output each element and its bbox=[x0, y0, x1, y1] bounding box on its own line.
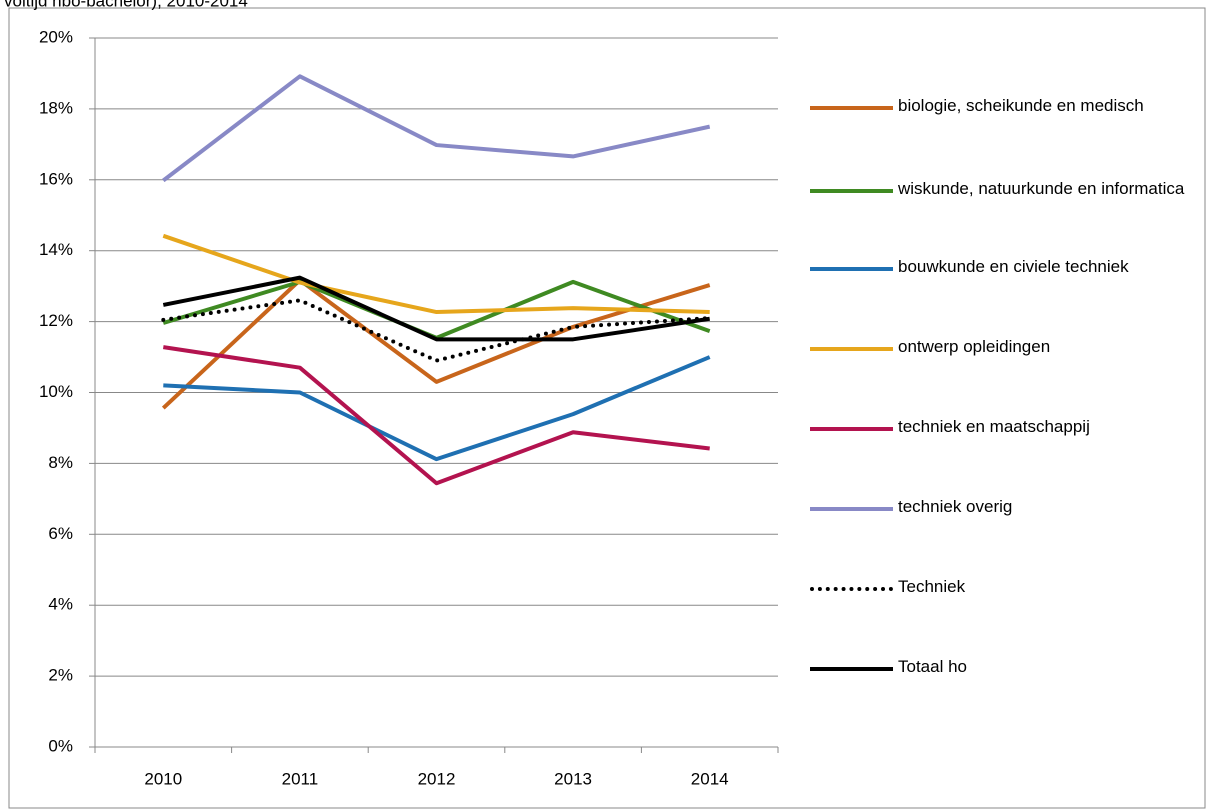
legend-swatch bbox=[810, 427, 893, 431]
x-tick-label: 2010 bbox=[144, 769, 182, 788]
y-tick-label: 8% bbox=[48, 453, 73, 472]
legend-item: biologie, scheikunde en medisch bbox=[810, 95, 1188, 121]
legend-swatch bbox=[810, 106, 893, 110]
series-line bbox=[161, 298, 712, 363]
y-tick-label: 4% bbox=[48, 595, 73, 614]
y-tick-label: 0% bbox=[48, 736, 73, 755]
y-tick-label: 14% bbox=[39, 240, 73, 259]
legend-swatch bbox=[810, 667, 893, 671]
y-tick-label: 18% bbox=[39, 98, 73, 117]
legend-label: ontwerp opleidingen bbox=[898, 337, 1051, 356]
legend-label: Totaal ho bbox=[898, 657, 967, 676]
y-tick-label: 2% bbox=[48, 666, 73, 685]
chart-title: voltijd hbo-bachelor), 2010-2014 bbox=[4, 0, 248, 10]
y-tick-label: 20% bbox=[39, 27, 73, 46]
legend-label: techniek en maatschappij bbox=[898, 417, 1090, 436]
x-tick-label: 2011 bbox=[282, 769, 319, 788]
legend-swatch bbox=[810, 587, 893, 591]
y-tick-label: 10% bbox=[39, 382, 73, 401]
y-tick-label: 16% bbox=[39, 169, 73, 188]
legend-item: techniek en maatschappij bbox=[810, 416, 1188, 442]
series-line bbox=[161, 278, 711, 410]
series-line bbox=[162, 233, 710, 315]
legend-label: Techniek bbox=[898, 577, 966, 596]
series-line bbox=[163, 345, 710, 486]
legend-item: Techniek bbox=[810, 576, 1188, 602]
legend-swatch bbox=[810, 347, 893, 351]
legend-item: bouwkunde en civiele techniek bbox=[810, 256, 1188, 282]
frame bbox=[8, 7, 1206, 809]
y-tick-label: 6% bbox=[48, 524, 73, 543]
legend-item: techniek overig bbox=[810, 496, 1188, 522]
x-tick-label: 2014 bbox=[691, 769, 729, 788]
series-line bbox=[163, 355, 711, 462]
legend-label: wiskunde, natuurkunde en informatica bbox=[898, 179, 1185, 198]
legend-item: ontwerp opleidingen bbox=[810, 336, 1188, 362]
x-tick-label: 2013 bbox=[554, 769, 592, 788]
legend-label: biologie, scheikunde en medisch bbox=[898, 96, 1144, 115]
legend-swatch bbox=[810, 189, 893, 193]
x-tick-label: 2012 bbox=[418, 769, 456, 788]
legend-label: bouwkunde en civiele techniek bbox=[898, 257, 1129, 276]
legend-swatch bbox=[810, 267, 893, 271]
legend-item: wiskunde, natuurkunde en informatica bbox=[810, 178, 1188, 204]
y-tick-label: 12% bbox=[39, 311, 73, 330]
legend-label: techniek overig bbox=[898, 497, 1013, 516]
legend-swatch bbox=[810, 507, 893, 511]
legend-item: Totaal ho bbox=[810, 656, 1188, 682]
series-line bbox=[162, 74, 711, 183]
series-line bbox=[162, 275, 710, 342]
